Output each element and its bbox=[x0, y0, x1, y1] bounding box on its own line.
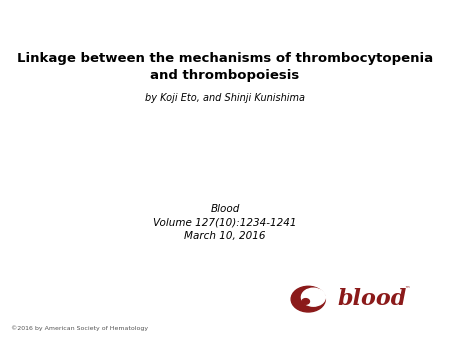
Text: Blood
Volume 127(10):1234-1241
March 10, 2016: Blood Volume 127(10):1234-1241 March 10,… bbox=[153, 204, 297, 241]
Text: Linkage between the mechanisms of thrombocytopenia
and thrombopoiesis: Linkage between the mechanisms of thromb… bbox=[17, 52, 433, 82]
Circle shape bbox=[302, 288, 325, 306]
Text: blood: blood bbox=[338, 288, 407, 310]
Circle shape bbox=[291, 286, 325, 312]
Text: ©2016 by American Society of Hematology: ©2016 by American Society of Hematology bbox=[11, 325, 148, 331]
Text: by Koji Eto, and Shinji Kunishima: by Koji Eto, and Shinji Kunishima bbox=[145, 93, 305, 103]
Circle shape bbox=[302, 298, 310, 304]
Text: ™: ™ bbox=[404, 287, 410, 292]
